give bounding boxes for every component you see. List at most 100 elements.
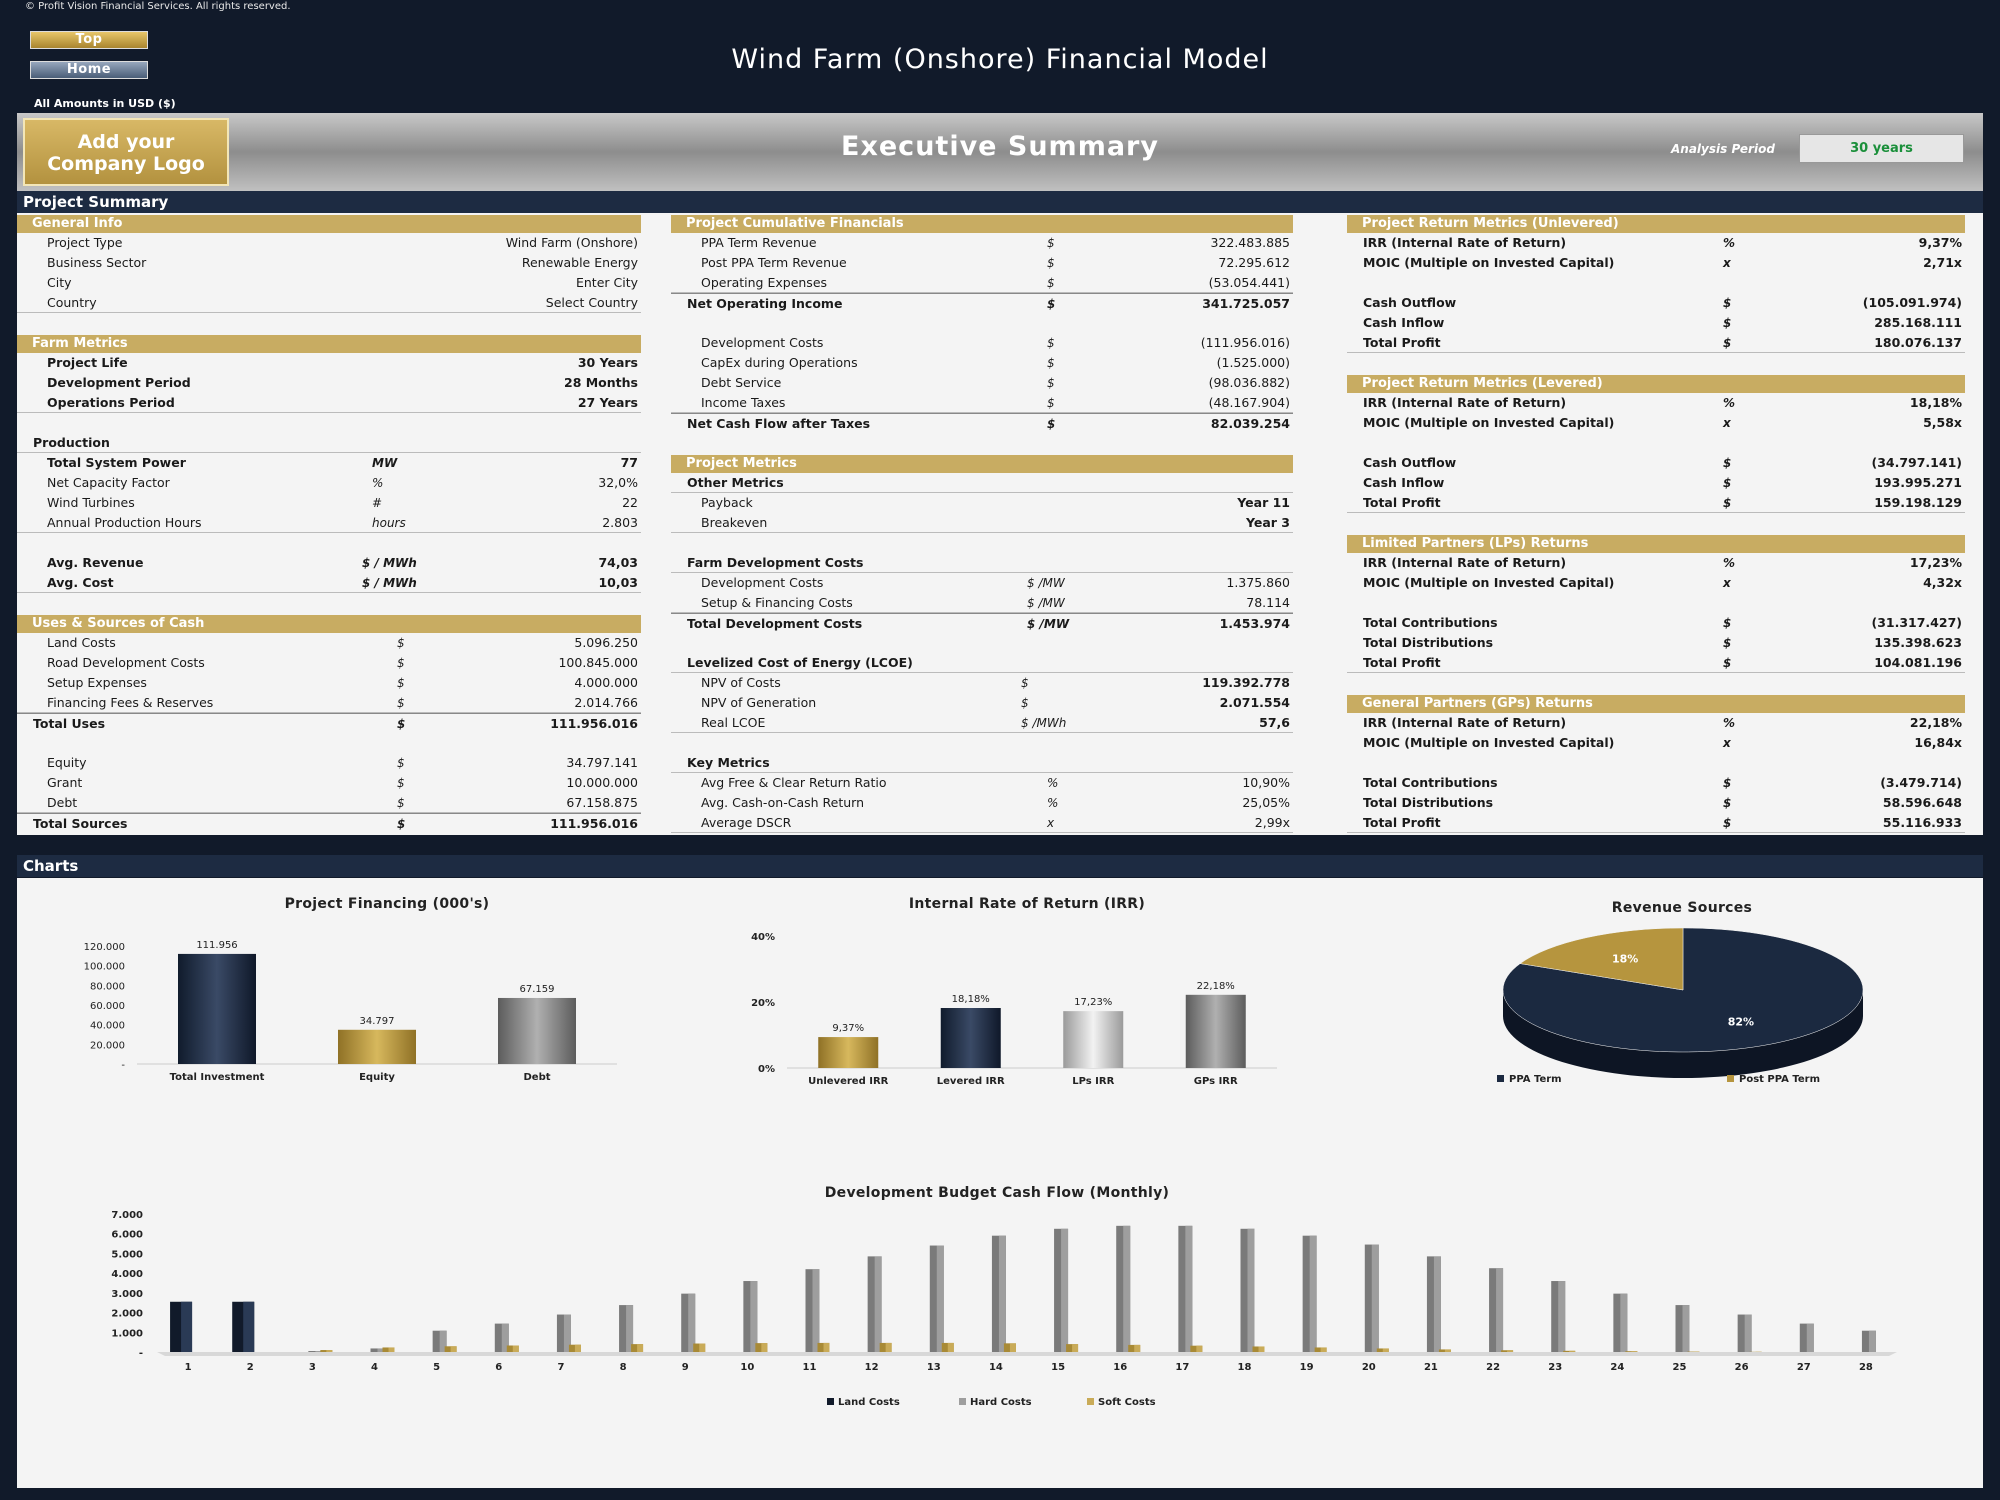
row-value[interactable]: 1.375.860 xyxy=(1226,575,1290,590)
row-label: Total Distributions xyxy=(1363,635,1494,650)
row-value[interactable]: (105.091.974) xyxy=(1862,295,1962,310)
row-value[interactable]: Year 3 xyxy=(1245,515,1290,530)
bar-highlight xyxy=(1496,1268,1504,1352)
row-value[interactable]: (53.054.441) xyxy=(1208,275,1290,290)
row-value[interactable]: 32,0% xyxy=(598,475,638,490)
row-value[interactable]: 4,32x xyxy=(1923,575,1962,590)
y-tick-label: 60.000 xyxy=(90,1001,125,1012)
row-value[interactable]: 5,58x xyxy=(1923,415,1962,430)
row-value[interactable]: 10.000.000 xyxy=(566,775,638,790)
row-value[interactable]: 74,03 xyxy=(598,555,638,570)
row-label: Development Costs xyxy=(701,575,824,590)
analysis-period-field[interactable]: 30 years xyxy=(1799,134,1964,163)
x-tick-label: 13 xyxy=(927,1362,941,1373)
row-value[interactable]: 25,05% xyxy=(1242,795,1290,810)
row-value[interactable]: 82.039.254 xyxy=(1210,416,1290,431)
row-value[interactable]: 77 xyxy=(620,455,638,470)
row-unit: $ xyxy=(397,676,405,690)
row-value[interactable]: (31.317.427) xyxy=(1871,615,1962,630)
row-value[interactable]: 159.198.129 xyxy=(1874,495,1962,510)
x-tick-label: 10 xyxy=(740,1362,754,1373)
row-value[interactable]: 30 Years xyxy=(577,355,638,370)
table-row: Grant $10.000.000 xyxy=(17,773,641,793)
table-row: Development Period 28 Months xyxy=(17,373,641,393)
row-label: Road Development Costs xyxy=(47,655,205,670)
row-value[interactable]: 5.096.250 xyxy=(574,635,638,650)
row-value[interactable]: (3.479.714) xyxy=(1880,775,1962,790)
row-label: Cash Inflow xyxy=(1363,475,1445,490)
row-value[interactable]: Wind Farm (Onshore) xyxy=(505,235,638,250)
row-value[interactable]: (111.956.016) xyxy=(1200,335,1290,350)
row-value[interactable]: Renewable Energy xyxy=(521,255,638,270)
home-button[interactable]: Home xyxy=(30,61,148,79)
row-value[interactable]: 2,71x xyxy=(1923,255,1962,270)
key-metrics-label-row: Key Metrics xyxy=(671,753,1293,773)
company-logo-placeholder[interactable]: Add your Company Logo xyxy=(23,118,229,186)
row-value[interactable]: 9,37% xyxy=(1918,235,1962,250)
row-label: Avg. Cost xyxy=(47,575,114,590)
row-value[interactable]: 58.596.648 xyxy=(1882,795,1962,810)
x-tick-label: 17 xyxy=(1175,1362,1189,1373)
row-value[interactable]: (34.797.141) xyxy=(1871,455,1962,470)
row-value[interactable]: 57,6 xyxy=(1259,715,1290,730)
row-value[interactable]: Enter City xyxy=(575,275,638,290)
row-value[interactable]: 2.014.766 xyxy=(574,695,638,710)
row-value[interactable]: Year 11 xyxy=(1237,495,1290,510)
bar-highlight xyxy=(750,1281,758,1352)
row-value[interactable]: 28 Months xyxy=(564,375,638,390)
table-row: NPV of Costs $119.392.778 xyxy=(671,673,1293,693)
row-value[interactable]: 67.158.875 xyxy=(566,795,638,810)
row-value[interactable]: 55.116.933 xyxy=(1882,815,1962,830)
row-value[interactable]: 10,03 xyxy=(598,575,638,590)
row-value[interactable]: 34.797.141 xyxy=(566,755,638,770)
row-value[interactable]: 10,90% xyxy=(1242,775,1290,790)
table-row: Total Profit $104.081.196 xyxy=(1347,653,1965,673)
top-button[interactable]: Top xyxy=(30,31,148,49)
table-row: Total Profit $180.076.137 xyxy=(1347,333,1965,353)
other-metrics-label: Other Metrics xyxy=(687,475,784,490)
row-value[interactable]: 18,18% xyxy=(1909,395,1962,410)
row-value[interactable]: 1.453.974 xyxy=(1219,616,1290,631)
row-value[interactable]: (48.167.904) xyxy=(1208,395,1290,410)
row-value[interactable]: 119.392.778 xyxy=(1202,675,1290,690)
bar-highlight xyxy=(1072,1344,1079,1352)
row-label: Average DSCR xyxy=(701,815,792,830)
unlevered-returns-panel: Project Return Metrics (Unlevered) IRR (I… xyxy=(1347,215,1965,353)
row-value[interactable]: 22,18% xyxy=(1909,715,1962,730)
row-value[interactable]: 193.995.271 xyxy=(1874,475,1962,490)
row-value[interactable]: 4.000.000 xyxy=(574,675,638,690)
row-unit: $ xyxy=(397,696,405,710)
row-value[interactable]: 341.725.057 xyxy=(1202,296,1290,311)
row-unit: $ xyxy=(1047,236,1055,250)
fdc-label-row: Farm Development Costs xyxy=(671,553,1293,573)
bar-highlight xyxy=(1682,1305,1690,1352)
table-row: Cash Outflow $ (34.797.141) xyxy=(1347,453,1965,473)
row-value[interactable]: 135.398.623 xyxy=(1874,635,1962,650)
row-value[interactable]: 72.295.612 xyxy=(1218,255,1290,270)
row-value[interactable]: 2.803 xyxy=(602,515,638,530)
bar-total-investment xyxy=(178,953,256,1064)
row-label: Real LCOE xyxy=(701,715,766,730)
row-value[interactable]: 285.168.111 xyxy=(1874,315,1962,330)
row-value[interactable]: (98.036.882) xyxy=(1208,375,1290,390)
row-value[interactable]: 78.114 xyxy=(1246,595,1290,610)
row-value[interactable]: 111.956.016 xyxy=(550,716,638,731)
row-value[interactable]: 2,99x xyxy=(1254,815,1290,830)
row-value[interactable]: 27 Years xyxy=(577,395,638,410)
row-value[interactable]: 100.845.000 xyxy=(558,655,638,670)
row-value[interactable]: 111.956.016 xyxy=(550,816,638,831)
row-value[interactable]: (1.525.000) xyxy=(1216,355,1290,370)
row-value[interactable]: 22 xyxy=(622,495,638,510)
row-label: Payback xyxy=(701,495,753,510)
row-value[interactable]: 16,84x xyxy=(1914,735,1962,750)
bar-highlight xyxy=(501,1323,509,1352)
row-value[interactable]: 17,23% xyxy=(1909,555,1962,570)
row-value[interactable]: 2.071.554 xyxy=(1219,695,1290,710)
row-unit: hours xyxy=(372,516,406,530)
sources-rows: Equity $34.797.141 Grant $10.000.000 Debt $67… xyxy=(17,753,641,813)
row-value[interactable]: 322.483.885 xyxy=(1210,235,1290,250)
row-value[interactable]: 180.076.137 xyxy=(1874,335,1962,350)
row-value[interactable]: 104.081.196 xyxy=(1874,655,1962,670)
row-value[interactable]: Select Country xyxy=(545,295,638,310)
row-label: Development Costs xyxy=(701,335,824,350)
